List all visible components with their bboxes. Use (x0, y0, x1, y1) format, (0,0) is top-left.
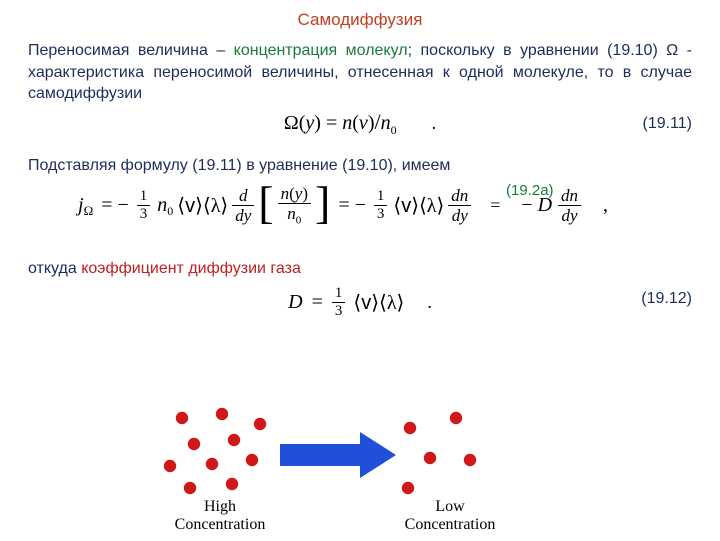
p3-text-a: откуда (28, 260, 81, 277)
paragraph-3: откуда коэффициент диффузии газа (28, 258, 692, 280)
paragraph-2: Подставляя формулу (19.11) в уравнение (… (28, 155, 692, 177)
page-title: Самодиффузия (28, 10, 692, 30)
equation-derivation: jΩ = − 13 n0 ⟨v⟩⟨λ⟩ ddy [ n(y)n0 ] = − 1… (28, 182, 692, 248)
p1-text-a: Переносимая величина – (28, 42, 234, 59)
eq-19-12-label: (19.12) (641, 290, 692, 308)
eq-19-11-formula: Ω(y) = n(v)/n0 . (28, 109, 692, 138)
paragraph-1: Переносимая величина – концентрация моле… (28, 40, 692, 105)
label-high-concentration: HighConcentration (160, 498, 280, 533)
diffusion-diagram: HighConcentration LowConcentration (160, 406, 550, 536)
p1-green: концентрация молекул (234, 42, 408, 59)
eq-19-11-label: (19.11) (642, 115, 692, 133)
equation-19-11: Ω(y) = n(v)/n0 . (19.11) (28, 109, 692, 147)
label-low-concentration: LowConcentration (390, 498, 510, 533)
eq-derivation-formula: jΩ = − 13 n0 ⟨v⟩⟨λ⟩ ddy [ n(y)n0 ] = − 1… (78, 182, 698, 248)
equation-19-12: D = 13 ⟨v⟩⟨λ⟩ . (19.12) (28, 284, 692, 330)
eq-annotation-19-2a: (19.2а) (506, 182, 554, 199)
eq-19-12-formula: D = 13 ⟨v⟩⟨λ⟩ . (28, 286, 692, 319)
p3-red: коэффициент диффузии газа (81, 260, 301, 277)
